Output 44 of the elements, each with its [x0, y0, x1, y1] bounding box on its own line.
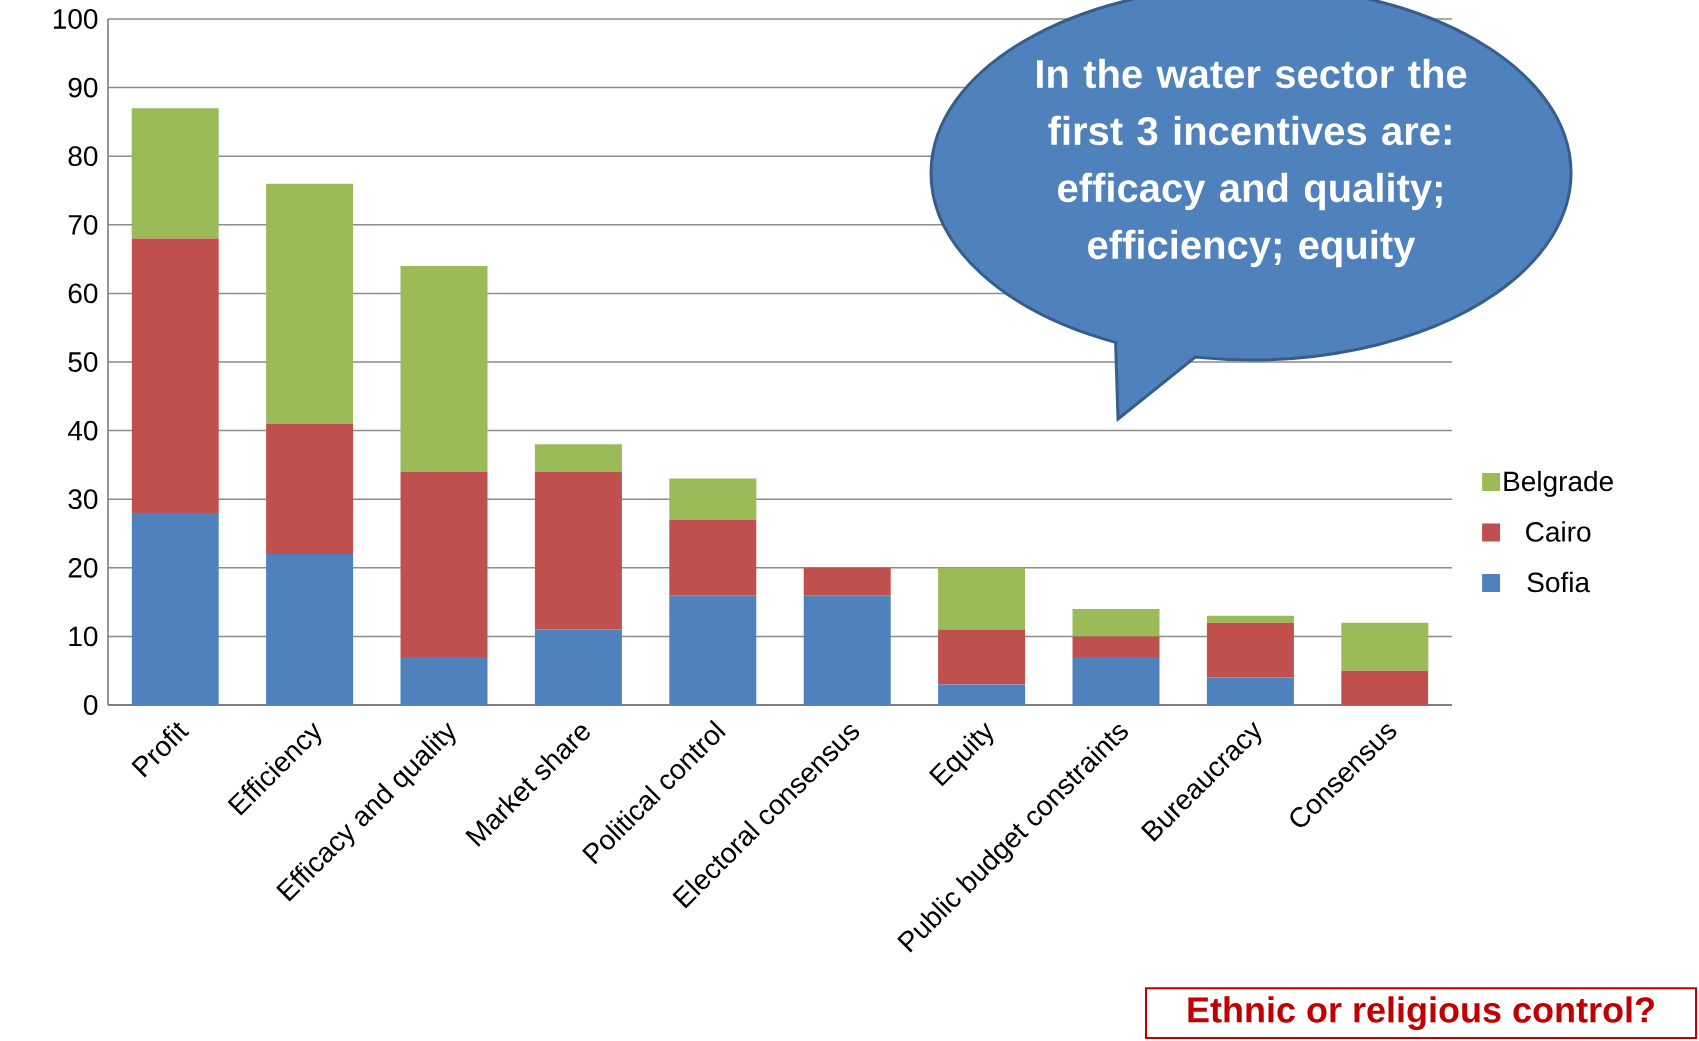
- y-tick-label: 60: [68, 283, 98, 304]
- bar: [938, 629, 1026, 685]
- bar: [266, 423, 354, 555]
- bar: [669, 519, 757, 596]
- text: Ethnic or religious control?: [1188, 996, 1654, 1030]
- bar: [534, 471, 622, 630]
- bar: [1341, 670, 1429, 705]
- bar: [1341, 622, 1429, 671]
- legend-label: Sofia: [1527, 571, 1591, 593]
- bar: [1206, 677, 1294, 705]
- y-tick-label: 40: [67, 420, 98, 441]
- bar: [803, 595, 891, 705]
- y-tick-label: 0: [83, 695, 98, 715]
- bar: [266, 183, 354, 424]
- y-tick-label: 50: [68, 352, 98, 372]
- legend-label: Belgrade: [1504, 470, 1613, 497]
- bar: [938, 567, 1026, 630]
- legend-label: Cairo: [1526, 521, 1591, 542]
- y-tick-label: 30: [68, 489, 98, 510]
- y-tick-label: 10: [69, 626, 98, 647]
- bar: [400, 471, 488, 657]
- bar: [938, 684, 1026, 705]
- bar: [803, 567, 891, 596]
- bar: [400, 265, 488, 472]
- bar: [534, 629, 622, 705]
- y-tick-label: 70: [68, 214, 98, 235]
- bar: [400, 656, 488, 705]
- bar: [131, 238, 219, 513]
- bar: [1206, 615, 1294, 623]
- bar: [534, 444, 622, 472]
- bar: [1072, 608, 1160, 637]
- y-tick-label: 90: [68, 77, 98, 98]
- bar: [1072, 636, 1160, 657]
- y-tick-label: 80: [68, 146, 98, 167]
- bar: [266, 554, 354, 705]
- bar: [1072, 656, 1160, 705]
- bar: [669, 595, 757, 705]
- y-tick-label: 100: [53, 9, 98, 29]
- bar: [131, 108, 219, 239]
- bar: [669, 478, 757, 520]
- annotation: In the water sector the first 3 incentives are: efficacy and quality; efficiency; equity: [1036, 58, 1467, 268]
- y-tick-label: 20: [68, 557, 98, 578]
- bar: [131, 512, 219, 705]
- bar: [1206, 622, 1294, 678]
